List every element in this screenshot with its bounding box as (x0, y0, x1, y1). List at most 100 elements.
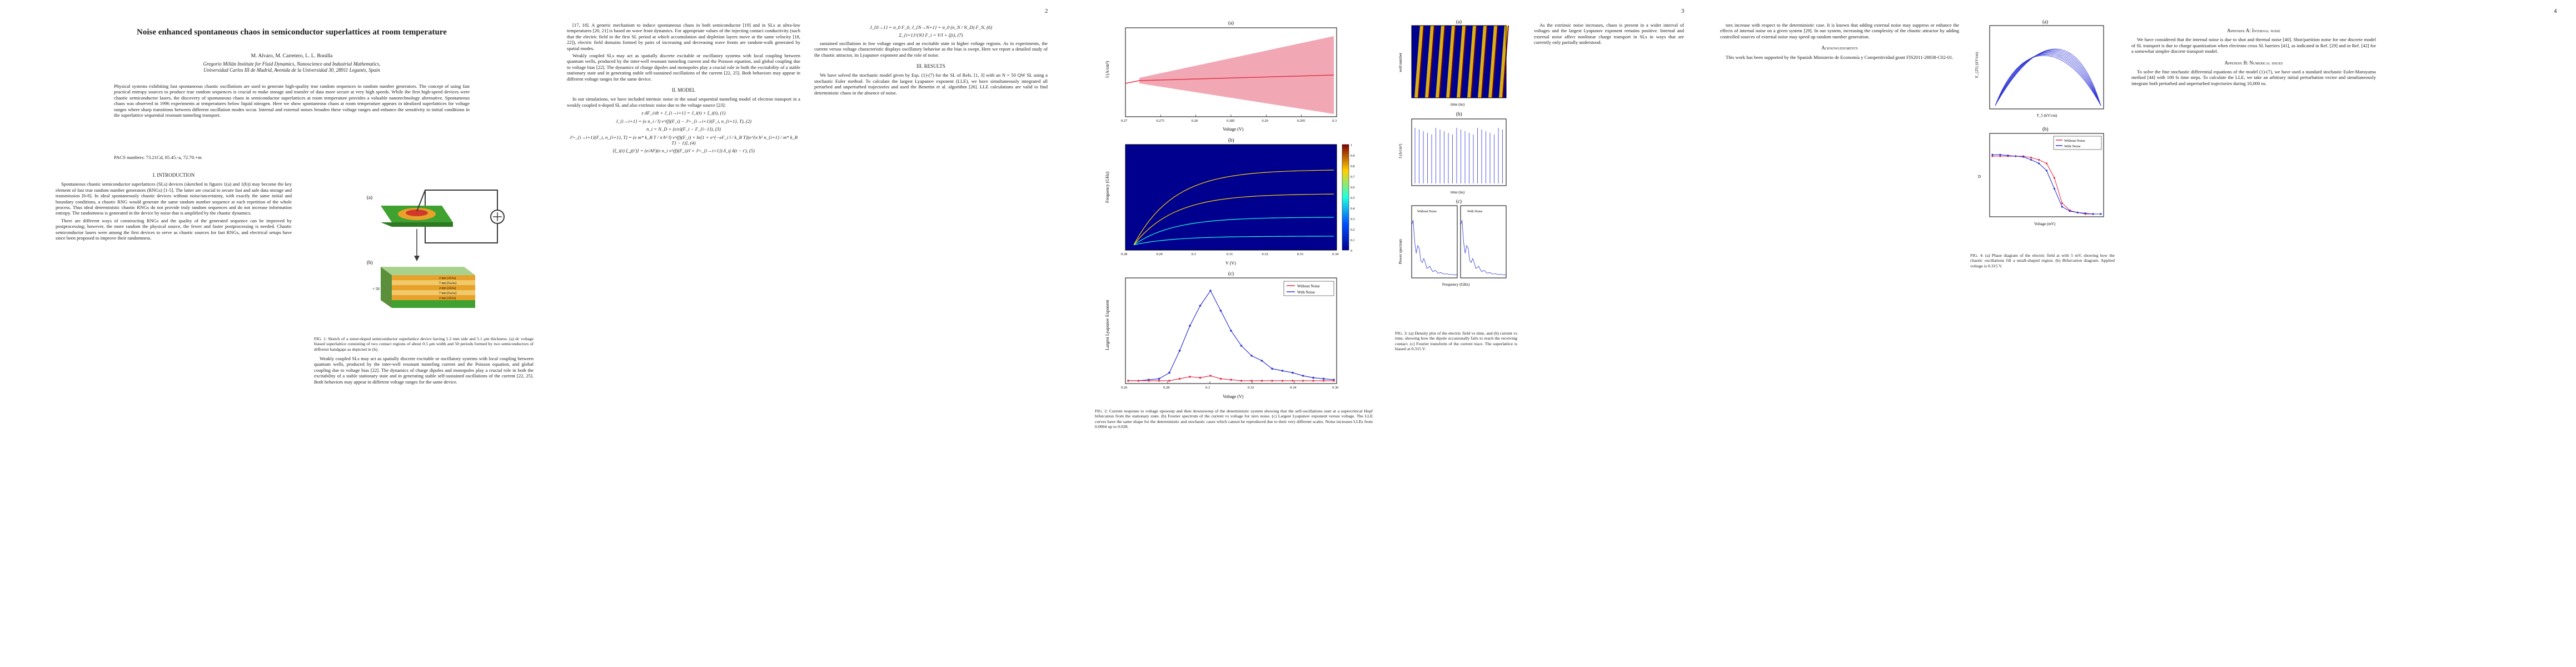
bifurcation-with-noise-point (2076, 211, 2079, 213)
lyapunov-with-noise (1128, 290, 1334, 381)
field-band (1457, 26, 1466, 98)
figure-2c-tick-label: 0.28 (1163, 386, 1169, 390)
phase-orbit (1995, 48, 2101, 106)
lyapunov-without-noise-point (1137, 380, 1140, 382)
paper-title: Noise enhanced spontaneous chaos in semi… (137, 28, 447, 37)
layer-label-4: 7 nm (GaAs) (439, 291, 456, 295)
figure-4-label-a: (a) (2042, 19, 2048, 24)
page-2-paragraph-2: Weakly coupled SLs may act as spatially … (567, 53, 800, 82)
column-2-lower: Weakly coupled SLs may act as spatially … (314, 356, 534, 386)
figure-2c-legend (1283, 281, 1334, 296)
bifurcation-with-noise-point (2037, 162, 2040, 165)
spectrum-line (1133, 236, 1334, 246)
figure-3c-right-axes (1460, 205, 1507, 278)
affiliation-line-1: Gregorio Millán Institute for Fluid Dyna… (203, 61, 381, 67)
page-4-column-1: tors increase with respect to the determ… (1720, 22, 1959, 62)
figure-2b-tick-label: 0.34 (1332, 252, 1339, 256)
figure-4b-axes (1989, 133, 2104, 217)
lyapunov-without-noise-point (1302, 380, 1304, 382)
bifurcation-with-noise-point (2069, 210, 2071, 212)
figure-2a-tick-label: 0.295 (1297, 119, 1306, 123)
figure-3a-ylabel: well number (1398, 52, 1403, 72)
bifurcation-without-noise-point (2030, 157, 2032, 159)
lyapunov-without-noise-point (1240, 380, 1243, 382)
field-band (1414, 26, 1423, 98)
figure-2b-tick-label: 0.33 (1297, 252, 1303, 256)
lyapunov-with-noise-point (1271, 367, 1273, 370)
figure-2a-xlabel: Voltage (V) (1223, 127, 1244, 132)
figure-2b-tick-label: 0.28 (1121, 252, 1127, 256)
colorbar-ticks: 1 0.9 0.8 0.7 0.6 0.5 0.4 0.3 0.2 0.1 0 (1351, 144, 1355, 253)
lyapunov-without-noise-point (1260, 380, 1263, 382)
phase-orbit (1995, 50, 2101, 106)
current-spikes (1414, 128, 1503, 183)
bifurcation-with-noise-point (2061, 206, 2063, 208)
figure-3b-axes (1411, 118, 1507, 186)
lyapunov-with-noise-point (1312, 376, 1314, 379)
legend-with-noise: With Noise (1297, 290, 1315, 295)
page-2-column-1: [17, 18]. A generic mechanism to induce … (567, 22, 800, 156)
figure-4b-ylabel: D (1978, 175, 1981, 179)
field-band (1467, 26, 1476, 98)
figure-4-legend-without: Without Noise (2064, 139, 2085, 143)
colorbar-tick-label: 0.6 (1351, 186, 1355, 190)
lyapunov-without-noise-point (1209, 375, 1212, 377)
colorbar-tick-label: 1 (1351, 144, 1352, 147)
page-3: 3 (a) I (A/cm²) 0.27 0.275 0.28 0.285 0.29 0.… (1078, 0, 1695, 667)
spectrum-line (1133, 170, 1334, 245)
lyapunov-with-noise-point (1158, 377, 1160, 380)
figure-3-caption: FIG. 3: (a) Density plot of the electric… (1395, 331, 1517, 352)
phase-orbit (1995, 51, 2101, 106)
page-4: 4 tors increase with respect to the dete… (1709, 0, 2565, 667)
colorbar-tick-label: 0.1 (1351, 239, 1355, 242)
page-4-paragraph-1: tors increase with respect to the determ… (1720, 22, 1959, 39)
lyapunov-without-noise-point (1271, 380, 1273, 382)
bifurcation-with-noise-point (2100, 213, 2102, 215)
figure-2b-tick-label: 0.29 (1156, 252, 1162, 256)
bifurcation-with-noise-point (1999, 153, 2001, 156)
figure-2-caption: FIG. 2: Current response to voltage upsw… (1095, 409, 1373, 430)
equation-2: J_{i→i+1} = (e n_i / l) v^(f)(F_i) − J^-… (616, 118, 751, 124)
lyapunov-without-noise-point (1199, 376, 1202, 379)
section-heading-appendix-b: Appendix B: Numerical issues (2224, 59, 2283, 66)
field-band (1478, 26, 1487, 98)
figure-1-label-b: (b) (367, 260, 373, 265)
figure-2a-tick-label: 0.28 (1192, 119, 1198, 123)
figure-2b-tick-label: 0.32 (1262, 252, 1268, 256)
bifurcation-with-noise-point (2007, 155, 2009, 157)
figure-3-label-c: (c) (1456, 198, 1462, 204)
lyapunov-without-noise-point (1322, 380, 1325, 382)
bifurcation-with-noise-point (2022, 156, 2025, 158)
phase-orbits (1995, 48, 2101, 106)
abstract: Physical systems exhibiting fast spontan… (114, 83, 470, 118)
figure-4a-ylabel: F_{25} (kV/cm) (1975, 52, 1979, 78)
lyapunov-with-noise-point (1189, 325, 1191, 327)
layer-label-3: 2 nm (AlAs) (439, 286, 456, 290)
page-2: 2 [17, 18]. A generic mechanism to induc… (561, 0, 1062, 667)
figure-1-sketch: (a) (b) (367, 190, 505, 308)
figure-4-legend-with: With Noise (2064, 145, 2081, 148)
page-3-paragraph-1: As the extrinsic noise increases, chaos … (1534, 22, 1684, 46)
figure-2a-xticks: 0.27 0.275 0.28 0.285 0.29 0.295 0.3 (1121, 115, 1337, 123)
layer-stack (381, 267, 475, 308)
figure-3c-ylabel: Power spectrum (1398, 238, 1403, 264)
lyapunov-with-noise-point (1168, 371, 1170, 374)
bifurcation-with-noise-point (2045, 170, 2048, 172)
spectrum-heatmap (1125, 145, 1337, 250)
equation-1: ε dF_i/dt + J_{i→i+1} = J_i(t) + ξ_i(t),… (641, 110, 726, 116)
field-band-edge (1492, 26, 1498, 98)
lyapunov-with-noise-point (1240, 345, 1243, 347)
layer-repeat-label: × 50 (372, 287, 380, 291)
figure-2a-tick-label: 0.285 (1227, 119, 1235, 123)
page-1: Noise enhanced spontaneous chaos in semi… (33, 0, 545, 667)
figure-2a-tick-label: 0.3 (1332, 119, 1337, 123)
lyapunov-without-noise-point (1292, 380, 1294, 382)
section-heading-model: II. MODEL (671, 87, 696, 93)
figure-2b-tick-label: 0.31 (1227, 252, 1233, 256)
figure-2c-ylabel: Largest Lyapunov Exponent (1105, 300, 1110, 350)
phase-orbit (1995, 52, 2101, 106)
section-heading-results: III. RESULTS (916, 63, 945, 69)
equation-6: J_{0→1} = σ_0 F_0, J_{N→N+1} = σ_0 (n_N … (869, 24, 993, 30)
lyapunov-with-noise-point (1178, 350, 1181, 352)
figure-3b-ylabel: I (A/cm²) (1398, 143, 1403, 158)
